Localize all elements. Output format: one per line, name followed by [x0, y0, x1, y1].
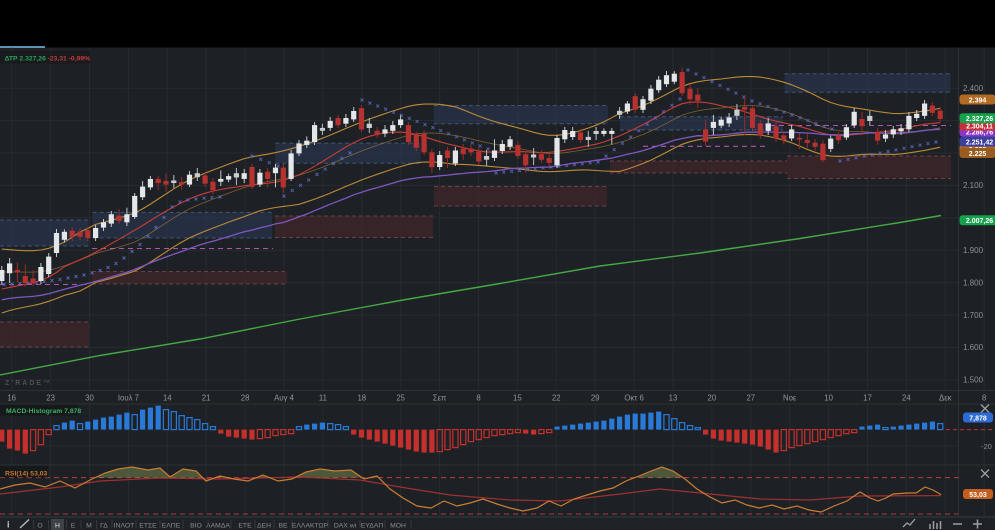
svg-text:-23,31 -0,99%: -23,31 -0,99% — [48, 55, 91, 62]
svg-text:15: 15 — [513, 394, 522, 403]
svg-text:Δεκ: Δεκ — [939, 394, 952, 403]
svg-text:ΒΙΟ: ΒΙΟ — [190, 522, 202, 529]
svg-text:1.700: 1.700 — [963, 311, 984, 320]
svg-text:25: 25 — [396, 394, 405, 403]
svg-text:13: 13 — [669, 394, 678, 403]
svg-text:2.007,26: 2.007,26 — [966, 218, 993, 225]
svg-text:Νοε: Νοε — [783, 394, 797, 403]
svg-text:22: 22 — [552, 394, 561, 403]
svg-text:MACD-Histogram 7,878: MACD-Histogram 7,878 — [6, 408, 81, 415]
svg-text:28: 28 — [241, 394, 250, 403]
svg-text:ΒΕ: ΒΕ — [278, 522, 288, 529]
svg-text:ΙΝΛΟΤ: ΙΝΛΟΤ — [114, 522, 135, 529]
svg-text:Ε: Ε — [71, 522, 76, 529]
svg-text:Αυγ 4: Αυγ 4 — [274, 394, 295, 403]
svg-text:ΕΛΛΑΚΤΩΡ: ΕΛΛΑΚΤΩΡ — [292, 522, 329, 529]
svg-text:ΕΤΣΕ: ΕΤΣΕ — [139, 522, 157, 529]
svg-text:-20: -20 — [981, 442, 992, 451]
svg-text:14: 14 — [163, 394, 172, 403]
svg-text:ΕΤΕ: ΕΤΕ — [238, 522, 252, 529]
svg-text:8: 8 — [476, 394, 480, 403]
svg-text:8: 8 — [982, 394, 986, 403]
svg-text:11: 11 — [319, 394, 327, 403]
svg-text:17: 17 — [863, 394, 872, 403]
svg-text:7,878: 7,878 — [969, 415, 987, 422]
svg-text:ΕΥΔΑΠ: ΕΥΔΑΠ — [361, 522, 384, 529]
svg-text:27: 27 — [746, 394, 755, 403]
svg-text:Ιουλ 7: Ιουλ 7 — [118, 394, 139, 403]
svg-text:16: 16 — [7, 394, 16, 403]
svg-text:2.304,11: 2.304,11 — [966, 123, 993, 130]
svg-text:1.500: 1.500 — [963, 376, 984, 385]
svg-text:1.600: 1.600 — [963, 343, 984, 352]
svg-text:2.225: 2.225 — [969, 151, 987, 158]
svg-text:53,03: 53,03 — [969, 492, 987, 499]
svg-text:ΔΤΡ 2.327,26: ΔΤΡ 2.327,26 — [5, 55, 47, 62]
svg-text:2.400: 2.400 — [963, 84, 984, 93]
svg-text:2.327,26: 2.327,26 — [966, 116, 993, 123]
svg-text:2.251,42: 2.251,42 — [966, 139, 993, 146]
svg-text:18: 18 — [357, 394, 366, 403]
svg-text:Ο: Ο — [37, 522, 42, 529]
svg-text:10: 10 — [824, 394, 833, 403]
svg-text:2.100: 2.100 — [963, 181, 984, 190]
svg-text:29: 29 — [591, 394, 600, 403]
svg-text:Σεπ: Σεπ — [433, 394, 447, 403]
svg-text:Η: Η — [55, 522, 60, 529]
svg-text:21: 21 — [202, 394, 211, 403]
svg-text:Z’RADE™: Z’RADE™ — [5, 380, 52, 387]
svg-text:Οκτ 6: Οκτ 6 — [624, 394, 644, 403]
svg-text:24: 24 — [902, 394, 911, 403]
svg-text:ΕΛΠΕ: ΕΛΠΕ — [162, 522, 181, 529]
svg-text:i: i — [7, 520, 10, 530]
svg-text:23: 23 — [46, 394, 55, 403]
svg-text:Μ: Μ — [86, 522, 92, 529]
svg-text:RSI(14) 53,03: RSI(14) 53,03 — [5, 471, 48, 478]
svg-text:ΔΕΗ: ΔΕΗ — [257, 522, 271, 529]
svg-text:30: 30 — [85, 394, 94, 403]
svg-text:ΜΟΗ: ΜΟΗ — [390, 522, 406, 529]
svg-text:20: 20 — [708, 394, 717, 403]
svg-text:DAX wi: DAX wi — [334, 522, 357, 529]
svg-text:2.286,76: 2.286,76 — [966, 129, 993, 136]
svg-text:1.900: 1.900 — [963, 246, 984, 255]
svg-text:1.800: 1.800 — [963, 278, 984, 287]
svg-text:ΓΔ: ΓΔ — [100, 522, 108, 529]
svg-text:2.394: 2.394 — [969, 97, 987, 104]
svg-text:ΛΑΜΔΑ: ΛΑΜΔΑ — [206, 522, 230, 529]
